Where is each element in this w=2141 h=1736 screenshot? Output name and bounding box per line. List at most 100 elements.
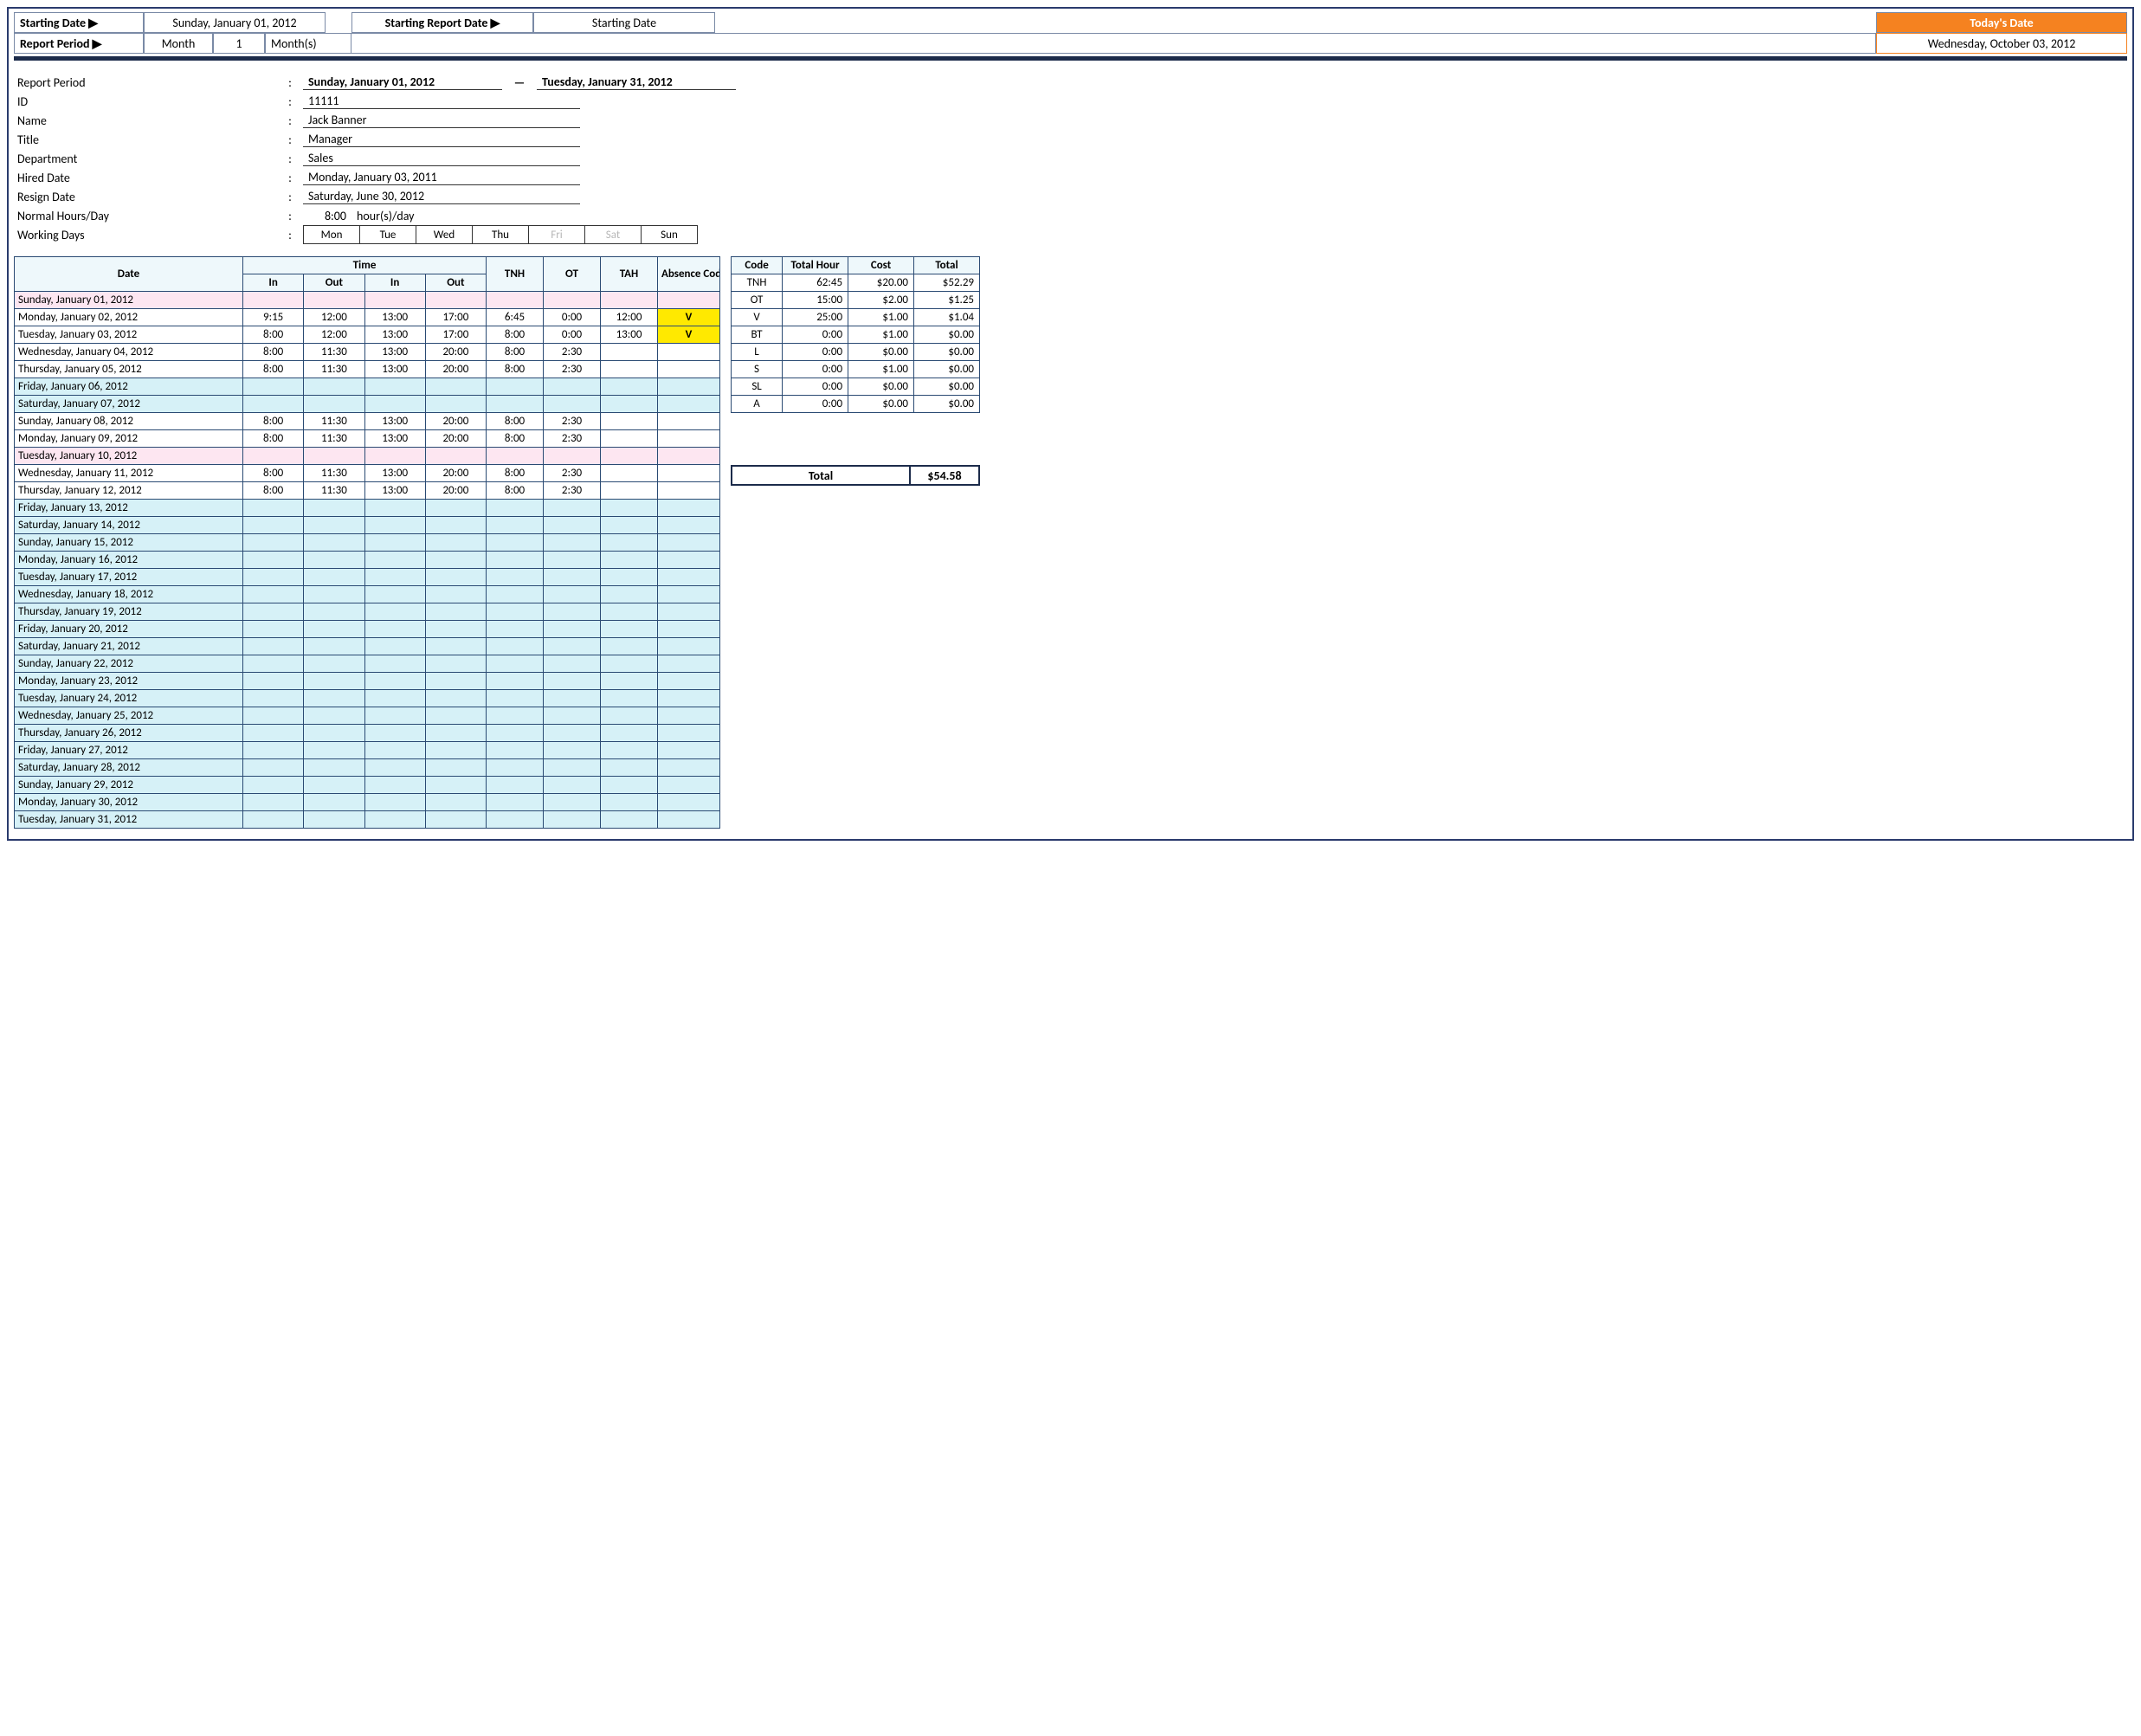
ot-cell[interactable] (544, 707, 601, 725)
table-row[interactable]: Saturday, January 14, 2012 (15, 517, 720, 534)
tah-cell[interactable] (601, 378, 658, 396)
name-value[interactable]: Jack Banner (303, 113, 580, 128)
date-cell[interactable]: Thursday, January 12, 2012 (15, 482, 243, 500)
in2-cell[interactable] (364, 794, 425, 811)
in2-cell[interactable]: 13:00 (364, 309, 425, 326)
out2-cell[interactable]: 17:00 (425, 326, 486, 344)
out1-cell[interactable] (304, 396, 364, 413)
abs-cell[interactable] (658, 292, 720, 309)
in1-cell[interactable] (243, 811, 304, 829)
ot-cell[interactable] (544, 552, 601, 569)
out2-cell[interactable] (425, 690, 486, 707)
out1-cell[interactable] (304, 552, 364, 569)
out1-cell[interactable] (304, 725, 364, 742)
in1-cell[interactable] (243, 690, 304, 707)
date-cell[interactable]: Sunday, January 22, 2012 (15, 655, 243, 673)
table-row[interactable]: Sunday, January 22, 2012 (15, 655, 720, 673)
in2-cell[interactable] (364, 638, 425, 655)
date-cell[interactable]: Friday, January 06, 2012 (15, 378, 243, 396)
date-cell[interactable]: Wednesday, January 18, 2012 (15, 586, 243, 603)
in1-cell[interactable] (243, 586, 304, 603)
tah-cell[interactable] (601, 638, 658, 655)
out2-cell[interactable] (425, 534, 486, 552)
tah-cell[interactable] (601, 500, 658, 517)
abs-cell[interactable] (658, 430, 720, 448)
table-row[interactable]: Tuesday, January 24, 2012 (15, 690, 720, 707)
in2-cell[interactable] (364, 759, 425, 777)
date-cell[interactable]: Wednesday, January 04, 2012 (15, 344, 243, 361)
out2-cell[interactable]: 20:00 (425, 482, 486, 500)
in2-cell[interactable]: 13:00 (364, 361, 425, 378)
abs-cell[interactable] (658, 378, 720, 396)
ot-cell[interactable]: 2:30 (544, 413, 601, 430)
tnh-cell[interactable] (487, 707, 544, 725)
weekday-mon[interactable]: Mon (303, 225, 360, 244)
date-cell[interactable]: Sunday, January 01, 2012 (15, 292, 243, 309)
tnh-cell[interactable] (487, 690, 544, 707)
tnh-cell[interactable] (487, 655, 544, 673)
in2-cell[interactable]: 13:00 (364, 482, 425, 500)
out1-cell[interactable] (304, 378, 364, 396)
out2-cell[interactable] (425, 500, 486, 517)
date-cell[interactable]: Saturday, January 14, 2012 (15, 517, 243, 534)
in1-cell[interactable] (243, 673, 304, 690)
abs-cell[interactable] (658, 638, 720, 655)
tnh-cell[interactable] (487, 586, 544, 603)
tah-cell[interactable]: 12:00 (601, 309, 658, 326)
in1-cell[interactable]: 8:00 (243, 465, 304, 482)
in1-cell[interactable]: 8:00 (243, 482, 304, 500)
out1-cell[interactable] (304, 794, 364, 811)
abs-cell[interactable] (658, 396, 720, 413)
tah-cell[interactable] (601, 413, 658, 430)
in2-cell[interactable] (364, 811, 425, 829)
report-period-num[interactable]: 1 (213, 33, 265, 54)
abs-cell[interactable] (658, 569, 720, 586)
tah-cell[interactable] (601, 777, 658, 794)
out1-cell[interactable]: 11:30 (304, 413, 364, 430)
tnh-cell[interactable]: 8:00 (487, 326, 544, 344)
table-row[interactable]: Saturday, January 28, 2012 (15, 759, 720, 777)
date-cell[interactable]: Thursday, January 26, 2012 (15, 725, 243, 742)
tah-cell[interactable] (601, 621, 658, 638)
tnh-cell[interactable] (487, 534, 544, 552)
abs-cell[interactable]: V (658, 309, 720, 326)
abs-cell[interactable] (658, 655, 720, 673)
in2-cell[interactable] (364, 655, 425, 673)
tnh-cell[interactable]: 8:00 (487, 430, 544, 448)
in1-cell[interactable] (243, 517, 304, 534)
date-cell[interactable]: Thursday, January 19, 2012 (15, 603, 243, 621)
table-row[interactable]: Friday, January 06, 2012 (15, 378, 720, 396)
in2-cell[interactable] (364, 378, 425, 396)
in2-cell[interactable] (364, 517, 425, 534)
abs-cell[interactable] (658, 811, 720, 829)
out1-cell[interactable] (304, 638, 364, 655)
abs-cell[interactable] (658, 482, 720, 500)
in1-cell[interactable] (243, 378, 304, 396)
out2-cell[interactable]: 20:00 (425, 344, 486, 361)
out1-cell[interactable] (304, 500, 364, 517)
table-row[interactable]: Saturday, January 07, 2012 (15, 396, 720, 413)
ot-cell[interactable]: 0:00 (544, 326, 601, 344)
tah-cell[interactable] (601, 794, 658, 811)
table-row[interactable]: Tuesday, January 03, 20128:0012:0013:001… (15, 326, 720, 344)
abs-cell[interactable] (658, 690, 720, 707)
in1-cell[interactable]: 8:00 (243, 413, 304, 430)
tah-cell[interactable] (601, 655, 658, 673)
abs-cell[interactable] (658, 742, 720, 759)
table-row[interactable]: Monday, January 23, 2012 (15, 673, 720, 690)
out2-cell[interactable] (425, 742, 486, 759)
in1-cell[interactable] (243, 655, 304, 673)
ot-cell[interactable] (544, 500, 601, 517)
out2-cell[interactable] (425, 794, 486, 811)
table-row[interactable]: Monday, January 09, 20128:0011:3013:0020… (15, 430, 720, 448)
in2-cell[interactable] (364, 586, 425, 603)
abs-cell[interactable] (658, 500, 720, 517)
in1-cell[interactable] (243, 742, 304, 759)
tnh-cell[interactable] (487, 378, 544, 396)
in2-cell[interactable] (364, 569, 425, 586)
out2-cell[interactable] (425, 707, 486, 725)
out2-cell[interactable] (425, 396, 486, 413)
abs-cell[interactable] (658, 448, 720, 465)
tnh-cell[interactable]: 8:00 (487, 413, 544, 430)
out1-cell[interactable] (304, 759, 364, 777)
